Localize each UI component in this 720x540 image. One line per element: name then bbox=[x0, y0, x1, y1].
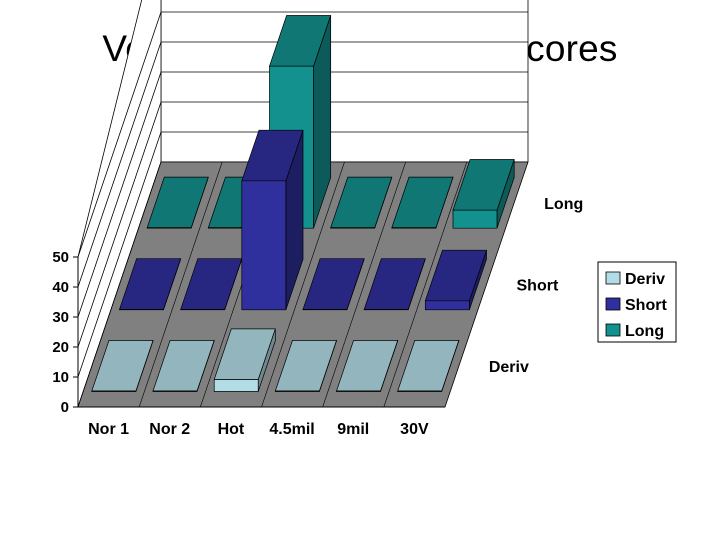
x-axis-categories: Nor 1 Nor 2 Hot 4.5mil 9mil 30V bbox=[88, 421, 429, 438]
gridline-side bbox=[77, 131, 162, 378]
x-category-label: Nor 1 bbox=[88, 421, 129, 438]
floor-divider bbox=[138, 161, 223, 408]
bar-front bbox=[152, 390, 198, 392]
bar-deriv-4 bbox=[336, 340, 399, 392]
depth-axis-labels: Deriv Short Long bbox=[489, 196, 583, 376]
gridline-side bbox=[77, 41, 162, 288]
bar-front bbox=[397, 390, 443, 392]
floor-divider bbox=[322, 161, 406, 408]
bar-front bbox=[213, 379, 259, 392]
x-category-label: 30V bbox=[400, 421, 429, 438]
bar-front bbox=[452, 209, 498, 229]
y-tick-label: 30 bbox=[52, 309, 69, 326]
bar-long-0 bbox=[146, 176, 209, 229]
chart-bars bbox=[91, 15, 515, 392]
bar-front bbox=[91, 390, 137, 392]
bar-short-4 bbox=[363, 258, 426, 311]
bar-front bbox=[330, 227, 376, 229]
legend-swatch-long bbox=[605, 323, 621, 337]
gridline-side bbox=[77, 101, 162, 348]
depth-label-short: Short bbox=[517, 278, 559, 295]
bar-front bbox=[274, 390, 320, 392]
x-category-label: 4.5mil bbox=[269, 421, 314, 438]
bar-short-3 bbox=[302, 258, 365, 311]
bar-long-4 bbox=[391, 176, 454, 229]
chart-legend: Deriv Short Long bbox=[597, 261, 677, 343]
gridline-side bbox=[77, 71, 162, 318]
x-category-label: Hot bbox=[218, 421, 245, 438]
bar-short-2 bbox=[241, 129, 304, 311]
bar-deriv-5 bbox=[397, 340, 460, 392]
bar-deriv-0 bbox=[91, 340, 154, 392]
bar-deriv-1 bbox=[152, 340, 215, 392]
floor-divider bbox=[261, 161, 345, 408]
bar-long-5 bbox=[452, 159, 515, 229]
legend-label-short: Short bbox=[625, 297, 667, 314]
gridline-side bbox=[77, 11, 162, 258]
x-category-label: Nor 2 bbox=[149, 421, 190, 438]
bar-deriv-3 bbox=[274, 340, 337, 392]
floor-divider bbox=[383, 161, 468, 408]
bar-short-0 bbox=[119, 258, 182, 311]
bar-front bbox=[391, 227, 437, 229]
chart-walls bbox=[77, 0, 529, 408]
bar-front bbox=[146, 227, 192, 229]
y-tick-label: 50 bbox=[52, 249, 69, 266]
bar-short-1 bbox=[180, 258, 243, 311]
bar-short-5 bbox=[424, 249, 487, 311]
bar-front bbox=[336, 390, 381, 392]
legend-swatch-short bbox=[605, 297, 621, 311]
bar-front bbox=[241, 180, 287, 311]
bar-front bbox=[424, 300, 470, 311]
y-tick-label: 40 bbox=[52, 279, 69, 296]
depth-label-long: Long bbox=[544, 196, 583, 213]
legend-label-long: Long bbox=[625, 323, 664, 340]
y-tick-label: 10 bbox=[52, 369, 69, 386]
legend-swatch-deriv bbox=[605, 271, 621, 285]
bar-long-3 bbox=[330, 176, 393, 229]
depth-label-deriv: Deriv bbox=[489, 359, 529, 376]
legend-label-deriv: Deriv bbox=[625, 271, 665, 288]
y-tick-label: 20 bbox=[52, 339, 69, 356]
x-category-label: 9mil bbox=[337, 421, 369, 438]
y-axis-ticks: 0 10 20 30 40 50 bbox=[52, 249, 78, 416]
bar-deriv-2 bbox=[213, 328, 276, 392]
y-tick-label: 0 bbox=[61, 399, 69, 416]
back-wall bbox=[160, 0, 529, 163]
